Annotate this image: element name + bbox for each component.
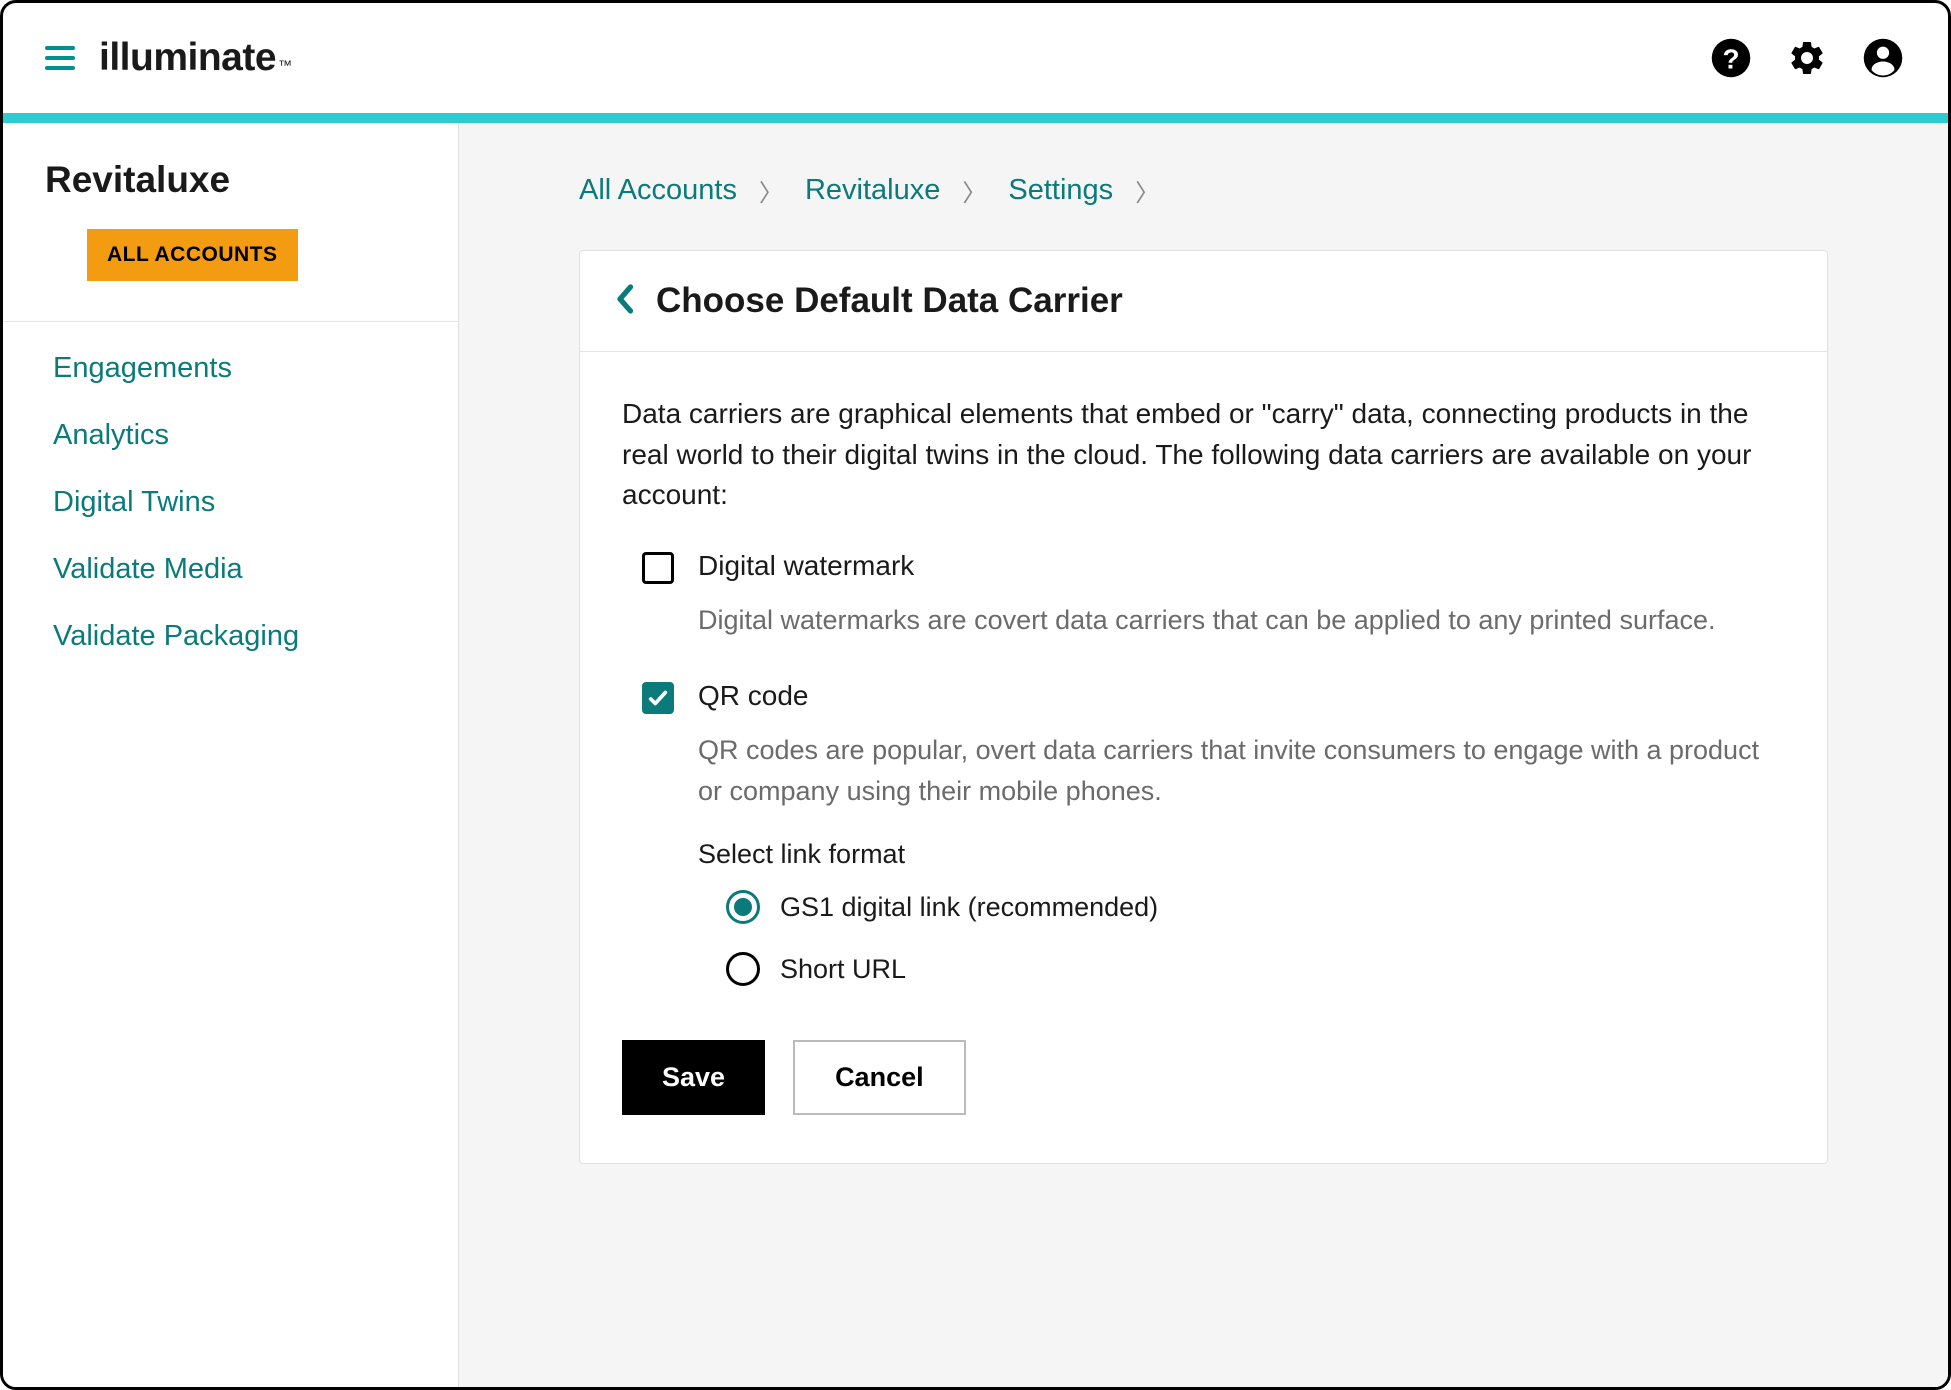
cancel-button[interactable]: Cancel xyxy=(793,1040,966,1115)
save-button[interactable]: Save xyxy=(622,1040,765,1115)
sidebar-item-analytics[interactable]: Analytics xyxy=(53,419,408,452)
radio-icon xyxy=(726,952,760,986)
link-format-radio-group: GS1 digital link (recommended) Short URL xyxy=(698,890,1785,986)
breadcrumb-all-accounts[interactable]: All Accounts xyxy=(579,174,737,207)
radio-short-url[interactable]: Short URL xyxy=(726,952,1785,986)
qr-code-checkbox[interactable] xyxy=(642,682,674,714)
sidebar: Revitaluxe ALL ACCOUNTS Engagements Anal… xyxy=(3,123,459,1387)
breadcrumb: All Accounts 〉 Revitaluxe 〉 Settings 〉 xyxy=(579,173,1828,208)
sidebar-item-digital-twins[interactable]: Digital Twins xyxy=(53,486,408,519)
gear-icon[interactable] xyxy=(1784,35,1830,81)
hamburger-icon[interactable] xyxy=(45,46,75,70)
qr-code-title: QR code xyxy=(698,680,1785,712)
card-body: Data carriers are graphical elements tha… xyxy=(580,352,1827,1163)
sidebar-item-validate-packaging[interactable]: Validate Packaging xyxy=(53,620,408,653)
breadcrumb-settings[interactable]: Settings xyxy=(1008,174,1113,207)
radio-gs1-link[interactable]: GS1 digital link (recommended) xyxy=(726,890,1785,924)
sidebar-divider xyxy=(3,321,458,322)
link-format-label: Select link format xyxy=(698,839,1785,870)
option-digital-watermark: Digital watermark Digital watermarks are… xyxy=(622,550,1785,641)
topbar-right: ? xyxy=(1708,35,1906,81)
account-icon[interactable] xyxy=(1860,35,1906,81)
radio-icon xyxy=(726,890,760,924)
chevron-right-icon: 〉 xyxy=(1135,173,1159,208)
radio-label-gs1: GS1 digital link (recommended) xyxy=(780,892,1158,923)
settings-card: Choose Default Data Carrier Data carrier… xyxy=(579,250,1828,1164)
breadcrumb-revitaluxe[interactable]: Revitaluxe xyxy=(805,174,940,207)
trademark: ™ xyxy=(278,57,292,73)
radio-label-short-url: Short URL xyxy=(780,954,906,985)
qr-code-desc: QR codes are popular, overt data carrier… xyxy=(698,730,1785,811)
topbar: illuminate™ ? xyxy=(3,3,1948,113)
back-icon[interactable] xyxy=(616,284,636,319)
sidebar-item-validate-media[interactable]: Validate Media xyxy=(53,553,408,586)
chevron-right-icon: 〉 xyxy=(962,173,986,208)
svg-text:?: ? xyxy=(1722,44,1739,75)
brand-text: illuminate xyxy=(99,36,276,80)
topbar-left: illuminate™ xyxy=(45,36,292,80)
card-actions: Save Cancel xyxy=(622,1040,1785,1115)
option-qr-code: QR code QR codes are popular, overt data… xyxy=(622,680,1785,986)
intro-text: Data carriers are graphical elements tha… xyxy=(622,394,1785,516)
help-icon[interactable]: ? xyxy=(1708,35,1754,81)
side-nav: Engagements Analytics Digital Twins Vali… xyxy=(3,352,458,653)
digital-watermark-desc: Digital watermarks are covert data carri… xyxy=(698,600,1785,641)
accent-strip xyxy=(3,113,1948,123)
digital-watermark-title: Digital watermark xyxy=(698,550,1785,582)
main-content: All Accounts 〉 Revitaluxe 〉 Settings 〉 C… xyxy=(459,123,1948,1387)
brand-logo: illuminate™ xyxy=(99,36,292,80)
digital-watermark-checkbox[interactable] xyxy=(642,552,674,584)
card-header: Choose Default Data Carrier xyxy=(580,251,1827,352)
chevron-right-icon: 〉 xyxy=(759,173,783,208)
account-title: Revitaluxe xyxy=(3,159,458,229)
card-title: Choose Default Data Carrier xyxy=(656,281,1123,321)
all-accounts-button[interactable]: ALL ACCOUNTS xyxy=(87,229,298,281)
sidebar-item-engagements[interactable]: Engagements xyxy=(53,352,408,385)
